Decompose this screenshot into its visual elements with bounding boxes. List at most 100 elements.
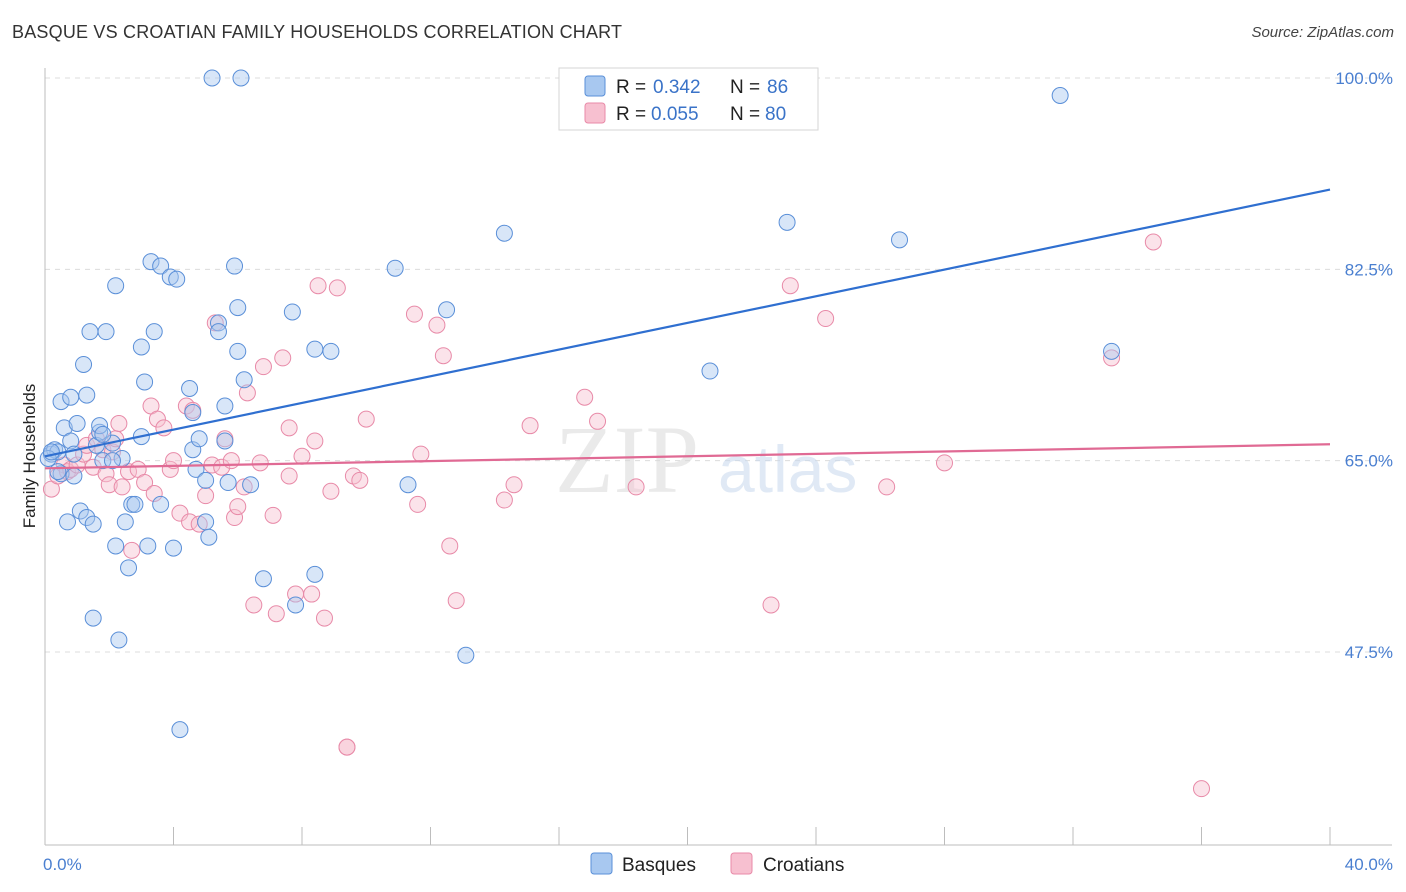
point-basques bbox=[232, 69, 250, 87]
watermark-zip: ZIP bbox=[555, 406, 699, 513]
point-croatians bbox=[338, 738, 356, 756]
point-basques bbox=[145, 323, 163, 341]
point-basques bbox=[97, 323, 115, 341]
point-basques bbox=[103, 452, 121, 470]
point-basques bbox=[184, 441, 202, 459]
point-basques bbox=[132, 338, 150, 356]
point-croatians bbox=[447, 592, 465, 610]
point-basques bbox=[254, 570, 272, 588]
point-croatians bbox=[235, 478, 253, 496]
y-tick-label: 65.0% bbox=[1345, 452, 1393, 471]
point-croatians bbox=[781, 277, 799, 295]
point-basques bbox=[226, 257, 244, 275]
point-basques bbox=[84, 609, 102, 627]
point-croatians bbox=[251, 454, 269, 472]
basques-points bbox=[39, 69, 1121, 739]
legend-swatch-basques bbox=[584, 75, 606, 97]
point-basques bbox=[386, 259, 404, 277]
point-basques bbox=[209, 323, 227, 341]
point-basques bbox=[142, 253, 160, 271]
point-croatians bbox=[226, 509, 244, 527]
point-croatians bbox=[165, 452, 182, 470]
legend-r-label-basques: R = bbox=[616, 77, 646, 98]
point-basques bbox=[62, 432, 80, 450]
point-basques bbox=[52, 393, 70, 411]
point-croatians bbox=[322, 482, 340, 500]
y-axis-label: Family Households bbox=[20, 384, 39, 529]
y-tick-label: 47.5% bbox=[1345, 643, 1393, 662]
series-legend: Basques Croatians bbox=[590, 852, 844, 876]
point-basques bbox=[891, 231, 909, 249]
point-basques bbox=[126, 495, 144, 513]
point-basques bbox=[78, 386, 96, 404]
point-croatians bbox=[238, 384, 256, 402]
legend-n-value-basques: 86 bbox=[767, 77, 788, 98]
point-croatians bbox=[817, 310, 835, 328]
point-croatians bbox=[123, 541, 141, 559]
point-basques bbox=[139, 537, 157, 555]
point-croatians bbox=[1103, 349, 1121, 367]
point-basques bbox=[81, 323, 99, 341]
point-basques bbox=[94, 452, 112, 470]
point-basques bbox=[165, 539, 182, 557]
point-basques bbox=[229, 299, 247, 317]
point-croatians bbox=[357, 410, 375, 428]
point-basques bbox=[71, 502, 89, 520]
point-basques bbox=[778, 213, 796, 231]
point-basques bbox=[399, 476, 417, 494]
point-basques bbox=[203, 69, 221, 87]
point-basques bbox=[457, 646, 475, 664]
point-basques bbox=[283, 303, 301, 321]
x-tick-label: 40.0% bbox=[1345, 855, 1393, 874]
point-basques bbox=[701, 362, 719, 380]
point-croatians bbox=[145, 484, 163, 502]
bottom-legend-swatch-croatians bbox=[730, 852, 753, 875]
bottom-legend-label-basques: Basques bbox=[622, 855, 696, 876]
point-basques bbox=[216, 432, 234, 450]
zipatlas-watermark: ZIP atlas bbox=[555, 406, 857, 513]
point-basques bbox=[49, 463, 67, 481]
point-croatians bbox=[309, 277, 327, 295]
point-basques bbox=[136, 373, 154, 391]
point-croatians bbox=[936, 454, 953, 472]
point-croatians bbox=[315, 609, 333, 627]
point-basques bbox=[78, 509, 96, 527]
point-basques bbox=[181, 380, 199, 398]
point-croatians bbox=[136, 474, 154, 492]
point-basques bbox=[1103, 342, 1121, 360]
point-croatians bbox=[1193, 780, 1210, 798]
point-croatians bbox=[110, 414, 128, 432]
y-tick-label: 100.0% bbox=[1335, 69, 1393, 88]
point-croatians bbox=[103, 443, 121, 461]
point-basques bbox=[322, 342, 340, 360]
trend-lines bbox=[44, 188, 1331, 470]
point-croatians bbox=[171, 504, 189, 522]
point-basques bbox=[52, 465, 70, 483]
point-croatians bbox=[495, 491, 513, 509]
point-croatians bbox=[351, 471, 369, 489]
point-croatians bbox=[274, 349, 292, 367]
point-basques bbox=[171, 721, 189, 739]
point-croatians bbox=[197, 487, 215, 505]
point-basques bbox=[161, 268, 179, 286]
grid-lines bbox=[45, 77, 1392, 653]
source-label: Source: ZipAtlas.com bbox=[1251, 24, 1394, 41]
point-basques bbox=[1051, 86, 1069, 104]
point-basques bbox=[75, 355, 93, 373]
point-croatians bbox=[521, 417, 539, 435]
point-croatians bbox=[264, 506, 282, 524]
point-basques bbox=[219, 474, 237, 492]
point-basques bbox=[58, 513, 76, 531]
point-basques bbox=[107, 277, 125, 295]
point-croatians bbox=[222, 452, 240, 470]
point-basques bbox=[197, 513, 215, 531]
point-croatians bbox=[434, 347, 452, 365]
point-basques bbox=[184, 404, 202, 422]
point-croatians bbox=[254, 358, 272, 376]
point-basques bbox=[209, 314, 227, 332]
point-croatians bbox=[328, 279, 346, 297]
point-croatians bbox=[280, 467, 298, 485]
point-croatians bbox=[428, 316, 446, 334]
point-croatians bbox=[190, 515, 208, 533]
